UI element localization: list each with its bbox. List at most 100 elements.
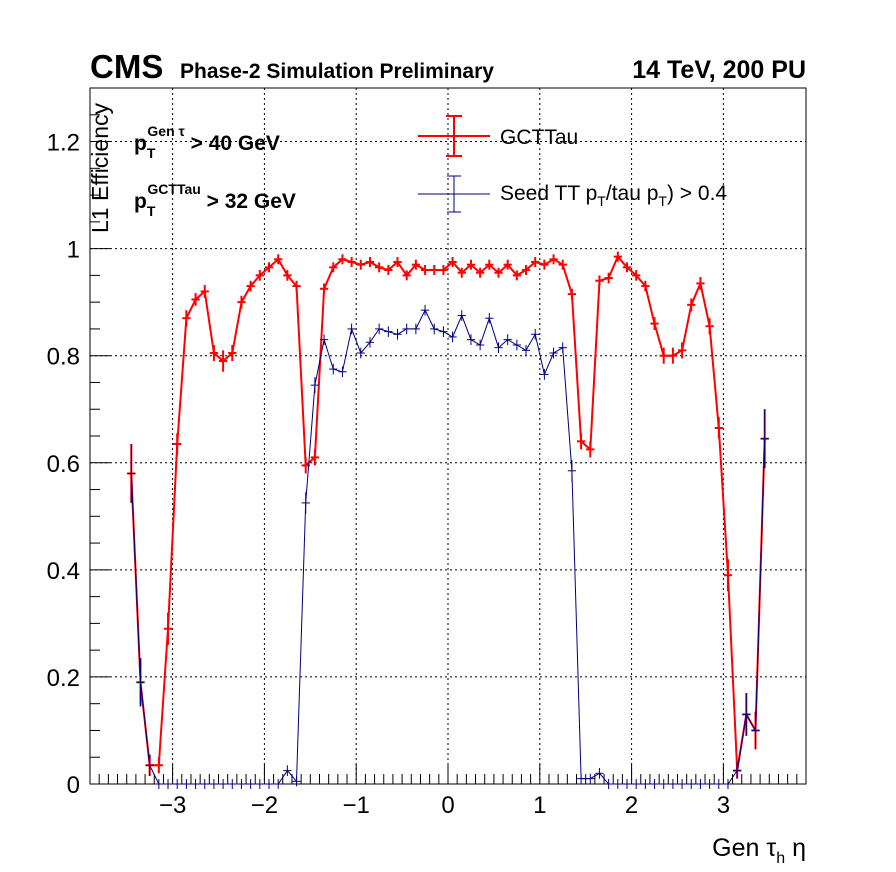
data-point [742, 692, 751, 736]
data-point [420, 265, 430, 276]
data-point [705, 318, 714, 335]
data-point [576, 433, 586, 450]
data-point [549, 347, 558, 359]
data-point [512, 270, 521, 281]
series-layer [127, 251, 769, 789]
data-point [494, 267, 503, 278]
data-point [173, 779, 182, 789]
data-point [622, 262, 632, 273]
data-point [622, 779, 632, 789]
data-point [182, 779, 191, 789]
data-point [448, 257, 457, 267]
data-point [274, 254, 283, 265]
data-point [283, 270, 292, 281]
data-point [365, 336, 375, 348]
data-point [714, 417, 723, 439]
y-tick-label: 0.6 [47, 451, 80, 478]
series-line [130, 254, 766, 771]
data-point [411, 259, 421, 270]
data-point [641, 280, 650, 292]
y-tick-label: 1.2 [47, 130, 80, 157]
data-point [182, 310, 191, 327]
y-axis-title: L1 Efficiency [87, 103, 113, 233]
legend: GCTTau Seed TT pT/tau pT) > 0.4 [418, 115, 727, 213]
data-point [503, 259, 512, 270]
y-tick-label: 0.8 [47, 344, 80, 371]
data-point [494, 342, 503, 354]
data-point [439, 326, 448, 337]
data-point [558, 259, 567, 270]
data-point [246, 779, 255, 789]
energy-label: 14 TeV, 200 PU [632, 56, 806, 84]
data-point [668, 779, 678, 789]
data-point [154, 779, 163, 789]
data-point [650, 779, 659, 789]
data-point [687, 298, 696, 312]
data-point [723, 559, 733, 592]
data-point [439, 265, 448, 276]
data-point [365, 257, 375, 267]
y-tick-label: 1 [67, 237, 80, 264]
data-point [760, 409, 769, 469]
data-point [512, 339, 521, 351]
data-point [696, 779, 705, 789]
data-point [200, 285, 209, 298]
data-point [540, 259, 549, 270]
data-point [384, 326, 393, 337]
data-point [475, 267, 485, 278]
data-point [347, 323, 356, 335]
data-point [632, 779, 641, 789]
data-point [283, 765, 292, 776]
data-point [375, 262, 384, 273]
series-line [130, 309, 766, 785]
data-point [228, 344, 237, 362]
data-point [466, 334, 476, 345]
data-point [576, 773, 586, 784]
data-point [329, 363, 338, 375]
data-point [751, 711, 760, 750]
legend-label-seed: Seed TT pT/tau pT) > 0.4 [500, 182, 727, 209]
data-point [586, 773, 595, 784]
data-point [457, 267, 466, 278]
cut-gcttau: pTGCTTau > 32 GeV [134, 181, 296, 219]
data-point [733, 762, 742, 779]
legend-marker-seed [418, 175, 490, 213]
data-point [503, 334, 512, 345]
data-point [723, 779, 733, 789]
data-point [448, 331, 457, 343]
x-tick-label: −3 [159, 792, 186, 819]
data-point [641, 779, 650, 789]
data-point [347, 257, 356, 267]
data-point [163, 612, 173, 645]
data-point [466, 259, 476, 270]
data-point [310, 377, 320, 394]
data-point [567, 460, 577, 482]
x-tick-label: 3 [717, 792, 730, 819]
data-point [154, 757, 163, 774]
x-tick-label: 0 [441, 792, 454, 819]
data-point [319, 283, 329, 295]
data-point [319, 334, 329, 345]
data-point [292, 280, 301, 292]
data-point [329, 262, 338, 273]
data-point [310, 449, 320, 466]
axis-ticks [90, 87, 798, 785]
x-tick-label: −1 [343, 792, 370, 819]
data-point [191, 293, 200, 306]
data-point [696, 276, 705, 290]
data-point [301, 492, 310, 514]
data-point [687, 779, 696, 789]
data-point [200, 779, 209, 789]
data-point [420, 304, 430, 316]
data-point [540, 369, 549, 380]
data-point [485, 259, 494, 270]
data-point [136, 658, 145, 707]
y-tick-label: 0 [67, 772, 80, 799]
series-seed [127, 304, 769, 789]
legend-label-gcttau: GCTTau [500, 126, 578, 149]
data-point [237, 779, 246, 789]
data-point [595, 767, 604, 779]
data-point [613, 251, 622, 262]
data-point [255, 270, 264, 281]
